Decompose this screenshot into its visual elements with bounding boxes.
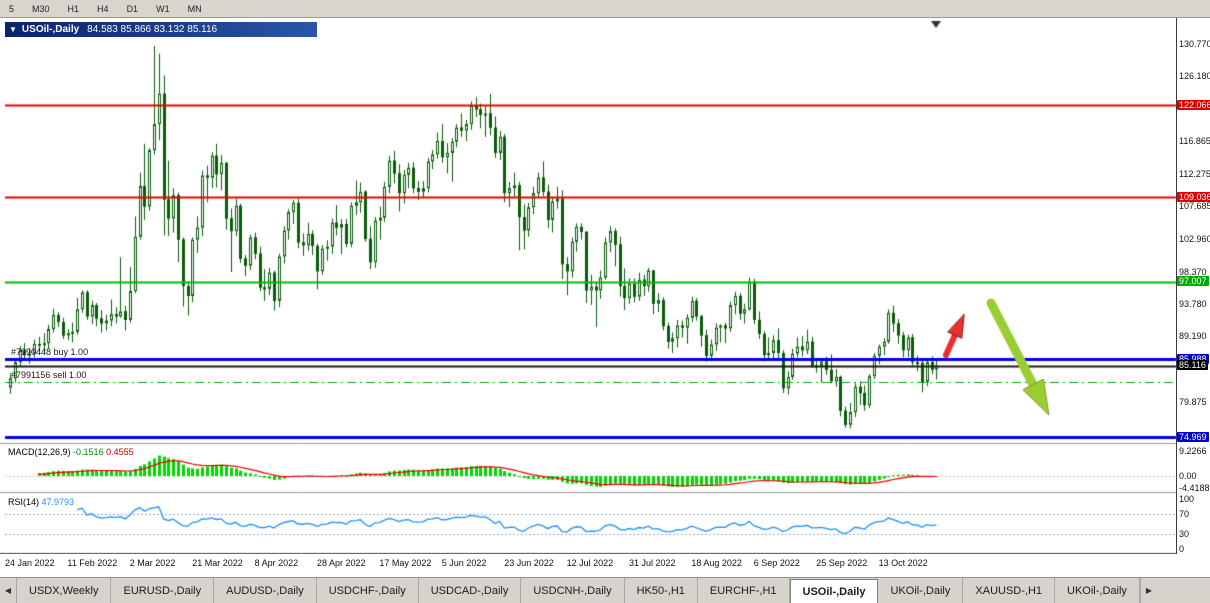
macd-indicator-label: MACD(12,26,9) -0.1516 0.4555 xyxy=(8,447,134,457)
timeframe-button-d1[interactable]: D1 xyxy=(126,3,139,14)
rsi-name: RSI(14) xyxy=(8,497,40,507)
time-axis-label: 28 Apr 2022 xyxy=(317,558,366,568)
time-axis-label: 21 Mar 2022 xyxy=(192,558,243,568)
time-axis-label: 13 Oct 2022 xyxy=(878,558,928,568)
chart-tab-ukoil-daily[interactable]: UKOil-,Daily xyxy=(878,578,964,603)
time-axis-label: 23 Jun 2022 xyxy=(504,558,554,568)
chart-tab-usdcad-daily[interactable]: USDCAD-,Daily xyxy=(419,578,522,603)
macd-signal-value: 0.4555 xyxy=(106,447,134,457)
timeframe-button-w1[interactable]: W1 xyxy=(156,3,170,14)
time-axis-label: 8 Apr 2022 xyxy=(254,558,299,568)
chart-tab-eurchf-h1[interactable]: EURCHF-,H1 xyxy=(698,578,790,603)
time-axis-label: 12 Jul 2022 xyxy=(566,558,614,568)
chart-tab-audusd-daily[interactable]: AUDUSD-,Daily xyxy=(214,578,317,603)
chart-tab-usoil-daily[interactable]: USOil-,Daily xyxy=(789,579,879,603)
timeframe-toolbar: 5 M30 H1 H4 D1 W1 MN xyxy=(0,0,1210,18)
price-axis-label: 0 xyxy=(1179,543,1185,554)
price-axis-label: 116.865 xyxy=(1179,136,1210,147)
price-axis-highlight-label: 122.066 xyxy=(1177,99,1210,110)
chart-ohlc-values: 84.583 85.866 83.132 85.116 xyxy=(87,24,218,35)
price-axis-label: 102.960 xyxy=(1179,234,1210,245)
price-axis[interactable]: 130.770 126.180 116.865 112.275 107.685 102.9… xyxy=(1176,17,1210,554)
timeframe-button-5[interactable]: 5 xyxy=(9,3,15,14)
tab-scroll-right-button[interactable]: ▶ xyxy=(1139,578,1157,603)
rsi-value: 47.9793 xyxy=(41,497,75,507)
time-axis-label: 25 Sep 2022 xyxy=(816,558,868,568)
chart-title-bar[interactable]: ▼ USOil-,Daily 84.583 85.866 83.132 85.1… xyxy=(5,22,317,37)
macd-main-value: -0.1516 xyxy=(73,447,104,457)
price-axis-label: 130.770 xyxy=(1179,38,1210,49)
timeframe-button-h1[interactable]: H1 xyxy=(67,3,80,14)
price-axis-label: 30 xyxy=(1179,528,1190,539)
rsi-indicator-label: RSI(14) 47.9793 xyxy=(8,497,74,507)
time-axis-label: 24 Jan 2022 xyxy=(5,558,55,568)
chart-tab-usdx-weekly[interactable]: USDX,Weekly xyxy=(17,578,112,603)
chart-tab-eurusd-daily[interactable]: EURUSD-,Daily xyxy=(111,578,215,603)
price-axis-label: 100 xyxy=(1179,493,1195,504)
price-axis-label: 112.275 xyxy=(1179,168,1210,179)
price-axis-highlight-label: 85.116 xyxy=(1177,360,1208,371)
timeframe-button-mn[interactable]: MN xyxy=(187,3,202,14)
timeframe-button-m30[interactable]: M30 xyxy=(32,3,50,14)
time-axis-label: 11 Feb 2022 xyxy=(67,558,118,568)
chart-tab-hk50-h1[interactable]: HK50-,H1 xyxy=(625,578,698,603)
price-axis-highlight-label: 109.036 xyxy=(1177,191,1210,202)
time-axis[interactable]: 24 Jan 2022 11 Feb 2022 2 Mar 2022 21 Mar 2… xyxy=(0,554,1210,576)
price-axis-highlight-label: 85.988 xyxy=(1177,353,1209,364)
price-axis-highlight-label: 97.007 xyxy=(1177,276,1209,287)
chart-menu-arrow-icon[interactable]: ▼ xyxy=(9,25,17,34)
time-axis-label: 2 Mar 2022 xyxy=(129,558,176,568)
price-axis-label: 79.875 xyxy=(1179,396,1207,407)
order-label-buy: #7990448 buy 1.00 xyxy=(11,347,89,358)
time-axis-label: 31 Jul 2022 xyxy=(629,558,676,568)
price-axis-label: 98.370 xyxy=(1179,266,1207,277)
chart-tab-xauusd-h1[interactable]: XAUUSD-,H1 xyxy=(963,578,1056,603)
price-axis-label: 89.190 xyxy=(1179,331,1207,342)
tab-scroll-left-button[interactable]: ◀ xyxy=(0,578,17,603)
chart-tab-ukoil-daily[interactable]: UKOil-,Daily xyxy=(1055,578,1140,603)
order-label-sell: #7991156 sell 1.00 xyxy=(11,370,87,381)
time-axis-label: 6 Sep 2022 xyxy=(753,558,800,568)
time-axis-label: 18 Aug 2022 xyxy=(691,558,742,568)
price-axis-label: 0.00 xyxy=(1179,470,1197,481)
price-axis-highlight-label: 74.969 xyxy=(1177,431,1209,442)
time-axis-label: 17 May 2022 xyxy=(379,558,432,568)
chart-tab-bar: ◀ USDX,Weekly EURUSD-,Daily AUDUSD-,Daily US… xyxy=(0,577,1210,603)
chart-tab-usdchf-daily[interactable]: USDCHF-,Daily xyxy=(317,578,419,603)
time-axis-label: 5 Jun 2022 xyxy=(441,558,487,568)
price-axis-label: 9.2266 xyxy=(1179,445,1207,456)
price-axis-label: 107.685 xyxy=(1179,201,1210,212)
price-axis-label: -4.4188 xyxy=(1179,482,1210,493)
price-axis-label: 93.780 xyxy=(1179,299,1207,310)
chart-symbol-title: USOil-,Daily xyxy=(21,24,80,35)
price-axis-label: 70 xyxy=(1179,508,1190,519)
chart-tab-usdcnh-daily[interactable]: USDCNH-,Daily xyxy=(521,578,625,603)
price-axis-label: 126.180 xyxy=(1179,70,1210,81)
timeframe-button-h4[interactable]: H4 xyxy=(97,3,109,14)
macd-name: MACD(12,26,9) xyxy=(8,447,71,457)
